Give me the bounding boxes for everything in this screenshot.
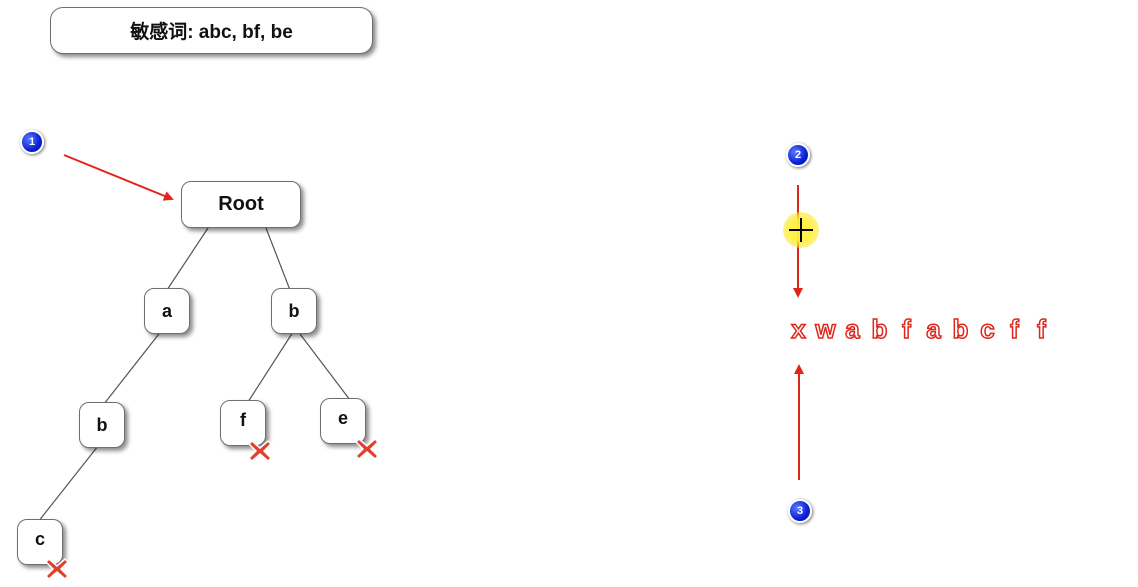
sensitive-words-title: 敏感词: abc, bf, be: [50, 7, 373, 54]
trie-node-bf: f: [220, 400, 266, 446]
trie-node-bf-label: f: [240, 409, 246, 430]
sequence-char: f: [1009, 313, 1019, 345]
arrow-to-root: [63, 154, 174, 201]
edge-a-b: [103, 329, 163, 405]
crosshair-cursor-icon: [783, 212, 819, 248]
step-badge-2: 2: [786, 143, 810, 167]
edge-b-c: [37, 445, 99, 523]
edge-root-a: [166, 227, 209, 291]
sequence-char: w: [815, 313, 837, 345]
sequence-char: x: [791, 313, 807, 345]
edge-root-b: [265, 227, 291, 291]
sequence-char: c: [980, 313, 996, 345]
sequence-char: f: [1036, 313, 1046, 345]
trie-node-abc: c: [17, 519, 63, 565]
step-badge-3: 3: [788, 499, 812, 523]
trie-node-be-label: e: [337, 407, 348, 428]
end-mark-icon: [247, 439, 273, 463]
trie-node-root: Root: [181, 181, 301, 228]
edge-b-f: [247, 331, 294, 403]
edge-b-e: [299, 333, 351, 401]
end-mark-icon: [354, 437, 380, 461]
trie-node-be: e: [320, 398, 366, 444]
sequence-char: f: [901, 313, 911, 345]
sequence-char: a: [845, 313, 861, 345]
sequence-char: a: [926, 313, 942, 345]
step-badge-1: 1: [20, 130, 44, 154]
end-mark-icon: [44, 557, 70, 581]
trie-node-ab: b: [79, 402, 125, 448]
trie-node-b: b: [271, 288, 317, 334]
sequence-char: b: [871, 313, 888, 345]
trie-node-abc-label: c: [34, 528, 45, 549]
trie-node-a: a: [144, 288, 190, 334]
sequence-char: b: [952, 313, 969, 345]
